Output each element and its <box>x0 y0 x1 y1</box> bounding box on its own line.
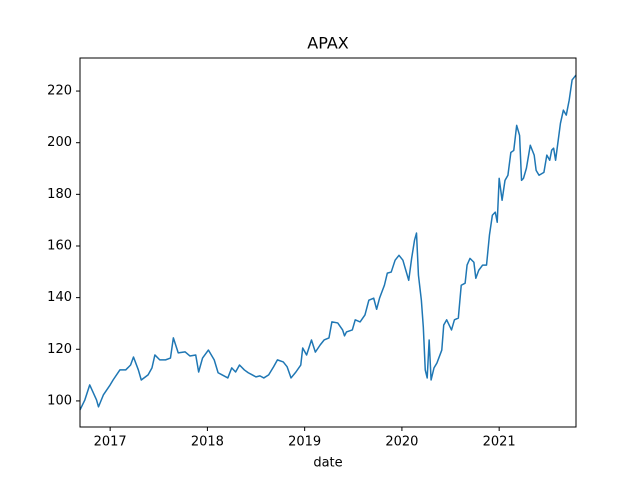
x-tick-label: 2019 <box>288 435 321 450</box>
x-tick-label: 2021 <box>483 435 516 450</box>
x-axis-label: date <box>313 456 342 471</box>
x-tick-label: 2017 <box>94 435 127 450</box>
x-tick-label: 2018 <box>191 435 224 450</box>
y-tick-label: 200 <box>47 135 72 150</box>
y-tick-label: 220 <box>47 84 72 99</box>
y-tick-label: 160 <box>47 238 72 253</box>
plot-frame <box>79 57 577 428</box>
y-tick-label: 120 <box>47 342 72 357</box>
data-line <box>79 74 577 411</box>
chart-title: APAX <box>307 34 349 53</box>
y-tick-label: 180 <box>47 187 72 202</box>
y-tick-label: 100 <box>47 393 72 408</box>
y-tick-label: 140 <box>47 290 72 305</box>
x-tick-label: 2020 <box>385 435 418 450</box>
